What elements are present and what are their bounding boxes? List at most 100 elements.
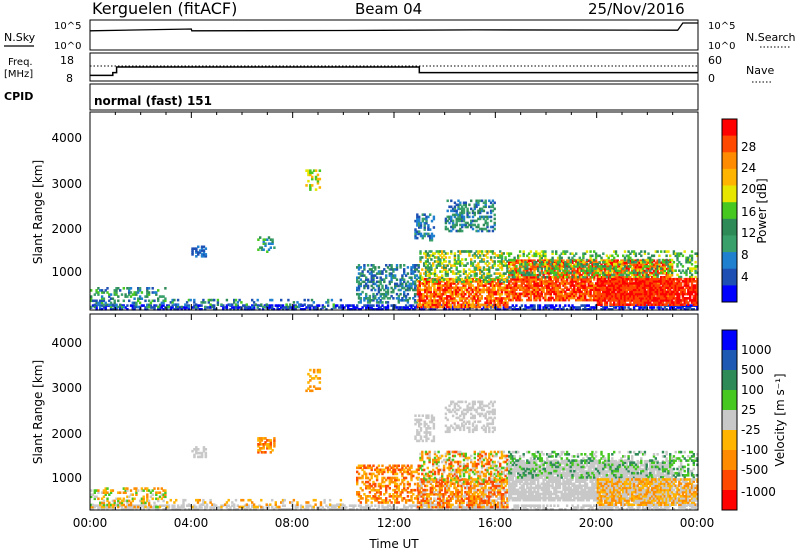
heatmap-cell <box>660 278 663 281</box>
heatmap-cell <box>613 306 616 309</box>
heatmap-cell <box>654 269 657 272</box>
heatmap-cell <box>459 270 462 273</box>
heatmap-cell <box>584 306 587 309</box>
heatmap-cell <box>651 303 654 306</box>
heatmap-cell <box>457 215 460 219</box>
heatmap-cell <box>348 308 352 311</box>
heatmap-cell <box>575 265 578 268</box>
heatmap-cell <box>448 268 451 271</box>
heatmap-cell <box>575 259 578 262</box>
heatmap-cell <box>491 284 494 287</box>
heatmap-cell <box>441 250 444 253</box>
heatmap-cell <box>458 286 462 290</box>
heatmap-cell <box>645 292 648 296</box>
heatmap-cell <box>397 308 400 311</box>
heatmap-cell <box>316 306 319 309</box>
heatmap-cell <box>187 308 191 311</box>
heatmap-cell <box>487 292 491 296</box>
heatmap-cell <box>368 304 372 307</box>
heatmap-cell <box>656 294 659 298</box>
heatmap-cell <box>679 292 683 296</box>
heatmap-cell <box>345 304 348 307</box>
heatmap-cell <box>562 271 565 275</box>
heatmap-cell <box>493 292 496 296</box>
heatmap-cell <box>100 301 104 305</box>
heatmap-cell <box>486 297 489 300</box>
heatmap-cell <box>137 299 140 303</box>
heatmap-cell <box>106 287 109 290</box>
heatmap-cell <box>575 290 578 294</box>
heatmap-cell <box>473 266 476 269</box>
heatmap-cell <box>620 299 623 302</box>
heatmap-cell <box>527 292 531 296</box>
heatmap-cell <box>596 301 600 304</box>
heatmap-cell <box>506 278 509 281</box>
heatmap-cell <box>641 308 645 311</box>
heatmap-cell <box>660 282 663 285</box>
heatmap-cell <box>441 266 444 269</box>
heatmap-cell <box>667 282 670 285</box>
heatmap-cell <box>526 269 529 273</box>
heatmap-cell <box>665 301 668 304</box>
heatmap-cell <box>640 306 643 309</box>
heatmap-cell <box>493 306 496 309</box>
heatmap-cell <box>473 286 476 290</box>
heatmap-cell <box>578 267 581 271</box>
heatmap-cell <box>486 305 489 309</box>
heatmap-cell <box>388 297 391 300</box>
heatmap-cell <box>578 259 581 262</box>
heatmap-cell <box>444 282 447 285</box>
heatmap-cell <box>251 304 254 307</box>
heatmap-cell <box>448 205 451 209</box>
heatmap-cell <box>462 297 465 300</box>
date-title: 25/Nov/2016 <box>588 0 685 18</box>
heatmap-cell <box>426 270 429 273</box>
heatmap-cell <box>651 254 654 258</box>
heatmap-cell <box>430 258 433 261</box>
heatmap-cell <box>499 262 502 265</box>
heatmap-cell <box>413 292 417 296</box>
heatmap-cell <box>645 280 648 283</box>
heatmap-cell <box>368 268 372 271</box>
heatmap-cell <box>533 286 536 289</box>
heatmap-cell <box>363 299 366 302</box>
heatmap-cell <box>660 276 663 279</box>
heatmap-cell <box>433 305 436 309</box>
heatmap-cell <box>537 284 540 287</box>
heatmap-cell <box>427 232 430 236</box>
heatmap-cell <box>638 271 641 275</box>
heatmap-cell <box>354 308 357 311</box>
heatmap-cell <box>565 271 569 275</box>
heatmap-cell <box>522 259 525 262</box>
heatmap-cell <box>645 275 648 279</box>
heatmap-cell <box>153 291 156 294</box>
heatmap-cell <box>459 260 462 263</box>
heatmap-cell <box>420 303 423 307</box>
heatmap-cell <box>491 264 495 267</box>
heatmap-cell <box>636 297 639 300</box>
heatmap-cell <box>620 301 623 304</box>
heatmap-cell <box>575 292 578 296</box>
heatmap-cell <box>689 280 692 283</box>
heatmap-cell <box>435 274 438 277</box>
heatmap-cell <box>611 273 614 277</box>
heatmap-cell <box>562 278 565 281</box>
heatmap-cell <box>609 297 612 300</box>
heatmap-cell <box>381 292 384 296</box>
heatmap-cell <box>457 258 460 261</box>
heatmap-cell <box>366 299 370 302</box>
heatmap-cell <box>453 290 456 294</box>
heatmap-cell <box>95 299 98 303</box>
heatmap-cell <box>542 263 545 266</box>
heatmap-cell <box>665 260 668 264</box>
heatmap-cell <box>381 286 384 290</box>
heatmap-cell <box>420 288 423 292</box>
heatmap-cell <box>363 268 366 271</box>
heatmap-cell <box>479 260 482 263</box>
heatmap-cell <box>513 292 516 296</box>
heatmap-cell <box>477 225 480 229</box>
heatmap-cell <box>453 282 456 285</box>
heatmap-cell <box>467 299 471 302</box>
heatmap-cell <box>408 284 411 288</box>
heatmap-cell <box>687 258 690 262</box>
